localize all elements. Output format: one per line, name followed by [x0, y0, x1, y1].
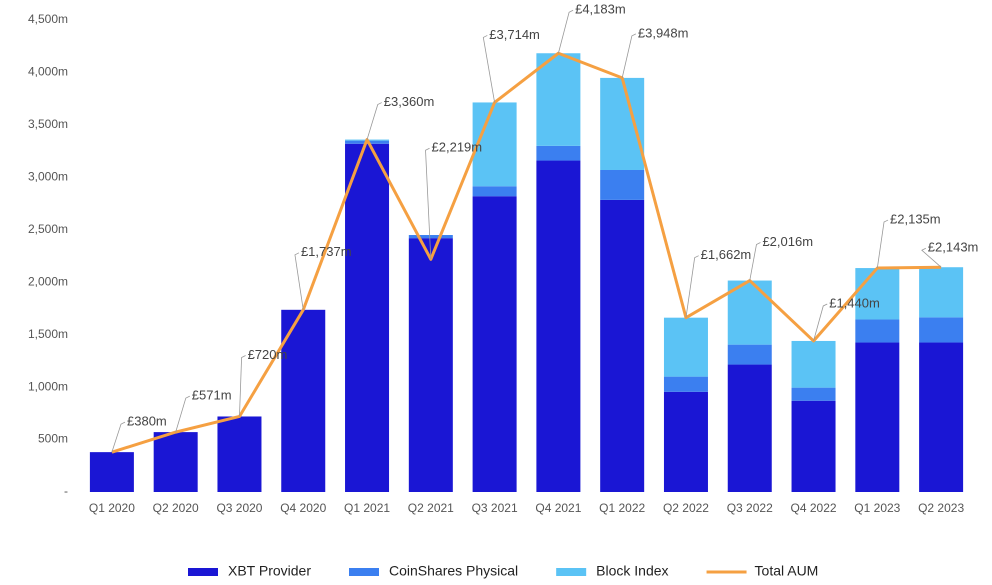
legend-label: CoinShares Physical: [389, 563, 518, 579]
data-label: £1,737m: [301, 244, 352, 259]
bar-segment: [408, 235, 453, 239]
bar-segment: [791, 340, 836, 388]
x-tick-label: Q1 2021: [344, 501, 390, 515]
data-label: £2,016m: [762, 234, 813, 249]
y-tick-label: 500m: [38, 432, 68, 446]
x-tick-label: Q2 2023: [918, 501, 964, 515]
x-tick-label: Q2 2020: [153, 501, 199, 515]
bar-segment: [727, 344, 772, 365]
leader-line: [621, 33, 637, 78]
bar-segment: [408, 238, 453, 492]
data-label: £720m: [248, 347, 288, 362]
data-label: £3,714m: [489, 27, 540, 42]
leader-line: [482, 35, 496, 103]
data-label: £4,183m: [575, 2, 626, 17]
bar-segment: [281, 309, 326, 492]
bar-segment: [217, 416, 262, 492]
data-label: £2,143m: [928, 240, 979, 255]
bar-segment: [89, 452, 134, 492]
y-tick-label: -: [64, 484, 68, 498]
bar-segment: [919, 267, 964, 318]
x-tick-label: Q2 2021: [408, 501, 454, 515]
y-tick-label: 3,000m: [28, 170, 68, 184]
bar-segment: [663, 391, 708, 492]
legend-swatch: [556, 568, 587, 576]
bar-segment: [600, 77, 645, 170]
legend-label: Block Index: [596, 563, 668, 579]
bar-segment: [855, 319, 900, 343]
y-tick-label: 2,000m: [28, 274, 68, 288]
bar-segment: [727, 364, 772, 492]
bar-segment: [919, 317, 964, 343]
legend-label: XBT Provider: [228, 563, 311, 579]
leader-line: [558, 9, 574, 54]
bar-segment: [855, 342, 900, 492]
bar-segment: [345, 143, 390, 492]
data-label: £2,219m: [432, 140, 483, 155]
bar-segment: [536, 145, 581, 161]
data-label: £1,440m: [829, 295, 880, 310]
y-tick-label: 1,500m: [28, 327, 68, 341]
x-tick-label: Q2 2022: [663, 501, 709, 515]
y-tick-label: 2,500m: [28, 222, 68, 236]
bar-segment: [855, 268, 900, 320]
x-tick-label: Q3 2021: [472, 501, 518, 515]
leader-line: [685, 255, 699, 318]
bar-segment: [536, 160, 581, 492]
data-label: £3,360m: [384, 94, 435, 109]
bar-segment: [727, 280, 772, 345]
x-tick-label: Q4 2022: [791, 501, 837, 515]
data-label: £571m: [192, 388, 232, 403]
leader-line: [175, 395, 190, 433]
leader-line: [111, 421, 126, 453]
y-tick-label: 1,000m: [28, 379, 68, 393]
data-label: £2,135m: [890, 211, 941, 226]
x-tick-label: Q1 2020: [89, 501, 135, 515]
data-label: £1,662m: [701, 247, 752, 262]
leader-line: [366, 102, 382, 140]
bar-segment: [472, 102, 517, 187]
bar-segment: [600, 169, 645, 200]
x-tick-label: Q4 2021: [535, 501, 581, 515]
bar-segment: [791, 400, 836, 492]
bar-segment: [919, 342, 964, 492]
leader-line: [294, 252, 304, 310]
x-tick-label: Q4 2020: [280, 501, 326, 515]
bar-segment: [472, 186, 517, 197]
line: [111, 51, 942, 454]
leader-line: [921, 247, 942, 268]
x-tick-label: Q1 2022: [599, 501, 645, 515]
x-tick-label: Q1 2023: [854, 501, 900, 515]
bar-segment: [663, 317, 708, 377]
leader-line: [813, 303, 828, 342]
leader-line: [876, 219, 889, 269]
bar-segment: [791, 387, 836, 401]
data-label: £3,948m: [638, 25, 689, 40]
x-tick-label: Q3 2020: [216, 501, 262, 515]
data-label: £380m: [127, 414, 167, 429]
leader-line: [749, 242, 761, 281]
y-tick-label: 3,500m: [28, 117, 68, 131]
bar-segment: [600, 199, 645, 492]
bar-segment: [472, 196, 517, 493]
y-tick-label: 4,000m: [28, 65, 68, 79]
bar-segment: [536, 53, 581, 146]
legend-swatch: [349, 568, 379, 576]
y-tick-label: 4,500m: [28, 12, 68, 26]
bar-segment: [663, 376, 708, 392]
bar-segment: [153, 432, 198, 492]
legend-swatch: [188, 568, 218, 576]
leader-line: [425, 147, 432, 260]
legend-label: Total AUM: [755, 563, 819, 579]
x-tick-label: Q3 2022: [727, 501, 773, 515]
leader-line: [239, 355, 246, 417]
